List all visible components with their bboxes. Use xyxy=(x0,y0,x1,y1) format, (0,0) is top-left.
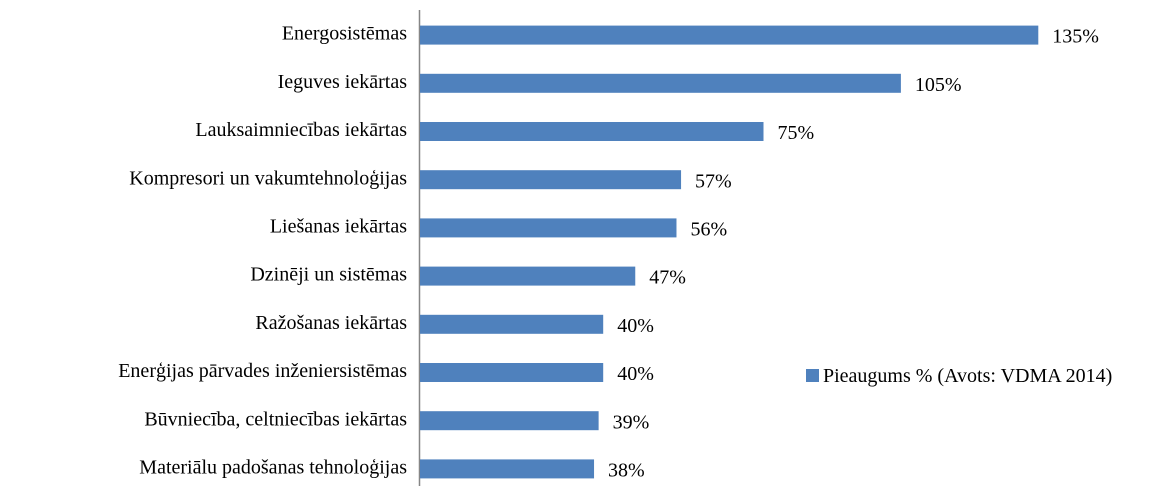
value-label: 38% xyxy=(608,459,645,481)
y-tick-label: Lauksaimniecības iekārtas xyxy=(195,119,407,141)
y-tick-label: Ieguves iekārtas xyxy=(278,71,408,93)
y-tick-label: Būvniecība, celtniecības iekārtas xyxy=(144,408,407,430)
value-label: 40% xyxy=(617,315,654,337)
y-tick-label: Energosistēmas xyxy=(282,23,407,45)
y-tick-label: Enerģijas pārvades inženiersistēmas xyxy=(118,360,407,382)
value-label: 47% xyxy=(649,267,686,289)
bar xyxy=(420,170,682,190)
bar xyxy=(420,411,599,431)
bar xyxy=(420,363,604,382)
value-label: 39% xyxy=(613,411,650,433)
value-label: 56% xyxy=(690,218,727,240)
bar xyxy=(420,314,604,334)
legend-swatch xyxy=(806,369,819,382)
legend: Pieaugums % (Avots: VDMA 2014) xyxy=(806,362,1146,390)
bar xyxy=(420,73,901,93)
legend-label: Pieaugums % (Avots: VDMA 2014) xyxy=(823,365,1113,387)
value-label: 135% xyxy=(1052,26,1099,48)
y-tick-label: Dzinēji un sistēmas xyxy=(250,264,407,286)
bar xyxy=(420,122,764,141)
bar xyxy=(420,266,636,286)
y-tick-label: Liešanas iekārtas xyxy=(270,215,407,237)
value-label: 57% xyxy=(695,170,732,192)
value-label: 105% xyxy=(915,74,962,96)
bar xyxy=(420,459,595,479)
bar xyxy=(420,25,1039,45)
y-tick-label: Ražošanas iekārtas xyxy=(255,312,407,334)
y-tick-label: Kompresori un vakumtehnoloģijas xyxy=(129,167,407,189)
y-tick-label: Materiālu padošanas tehnoloģijas xyxy=(139,456,407,478)
value-label: 40% xyxy=(617,363,654,385)
value-label: 75% xyxy=(778,122,815,144)
bar xyxy=(420,218,677,238)
